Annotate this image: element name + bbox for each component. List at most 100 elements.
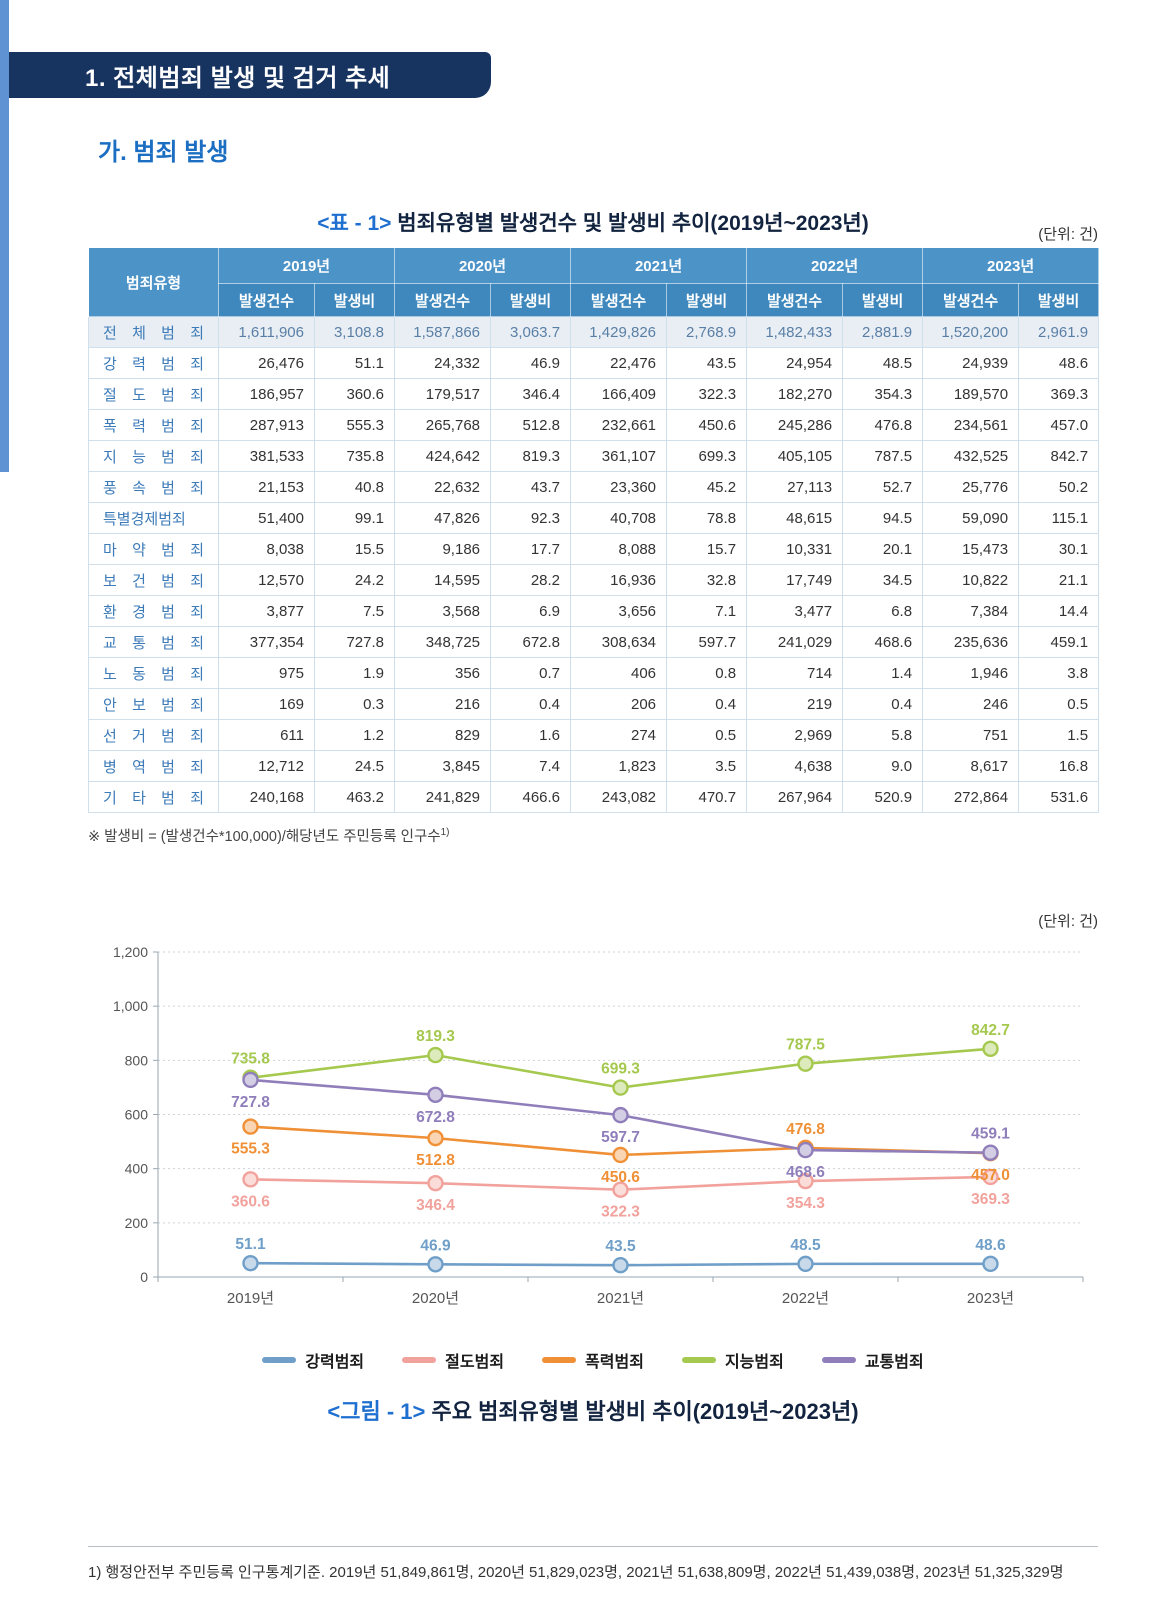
- table-cell: 1,587,866: [394, 316, 492, 348]
- table-cell: 16.8: [1018, 750, 1100, 782]
- table-cell: 6.9: [490, 595, 572, 627]
- table-cell: 24.5: [313, 750, 396, 782]
- svg-text:735.8: 735.8: [231, 1051, 270, 1068]
- table-cell: 17,749: [746, 564, 844, 596]
- table-cell: 48.5: [842, 347, 924, 379]
- table-row: 절 도 범 죄 186,957 360.6 179,517 346.4 166,409 32…: [88, 378, 1100, 410]
- sub-header: 발생건수: [922, 283, 1020, 317]
- svg-text:2021년: 2021년: [597, 1290, 644, 1307]
- crime-table-head: 범죄유형 2019년 2020년 2021년 2022년 2023년 발생건수 발생비 발생건수…: [88, 247, 1100, 317]
- table-cell: 1.5: [1018, 719, 1100, 751]
- table-cell: 1,823: [570, 750, 668, 782]
- sub-header: 발생건수: [570, 283, 668, 317]
- table-cell: 369.3: [1018, 378, 1100, 410]
- crime-type-cell: 보 건 범 죄: [88, 564, 219, 596]
- table-caption-text: 범죄유형별 발생건수 및 발생비 추이(2019년~2023년): [391, 212, 869, 235]
- table-cell: 348,725: [394, 626, 492, 658]
- table-row: 보 건 범 죄 12,570 24.2 14,595 28.2 16,936 32.8 17,…: [88, 564, 1100, 596]
- table-cell: 597.7: [666, 626, 748, 658]
- table-row: 병 역 범 죄 12,712 24.5 3,845 7.4 1,823 3.5 4,638 9.…: [88, 750, 1100, 782]
- table-row: 강 력 범 죄 26,476 51.1 24,332 46.9 22,476 43.5 24,…: [88, 347, 1100, 379]
- table-cell: 1,429,826: [570, 316, 668, 348]
- legend-swatch: [262, 1357, 297, 1363]
- table-cell: 457.0: [1018, 409, 1100, 441]
- table-cell: 432,525: [922, 440, 1020, 472]
- svg-text:1,000: 1,000: [113, 998, 148, 1014]
- svg-text:842.7: 842.7: [971, 1022, 1010, 1039]
- table-cell: 322.3: [666, 378, 748, 410]
- table-cell: 714: [746, 657, 844, 689]
- table-cell: 3,845: [394, 750, 492, 782]
- crime-type-cell: 절 도 범 죄: [88, 378, 219, 410]
- table-cell: 531.6: [1018, 781, 1100, 813]
- table-cell: 476.8: [842, 409, 924, 441]
- sub-header: 발생비: [313, 283, 396, 317]
- table-cell: 243,082: [570, 781, 668, 813]
- sub-header: 발생비: [490, 283, 572, 317]
- table-cell: 9.0: [842, 750, 924, 782]
- table-cell: 0.4: [842, 688, 924, 720]
- sub-header: 발생건수: [746, 283, 844, 317]
- legend-swatch: [681, 1357, 716, 1363]
- table-cell: 219: [746, 688, 844, 720]
- figure-caption: <그림 - 1> 주요 범죄유형별 발생비 추이(2019년~2023년): [88, 1394, 1098, 1426]
- table-cell: 189,570: [922, 378, 1020, 410]
- table-cell: 1,611,906: [218, 316, 315, 348]
- table-cell: 381,533: [218, 440, 315, 472]
- figure-caption-text: 주요 범죄유형별 발생비 추이(2019년~2023년): [425, 1399, 859, 1424]
- table-cell: 24,939: [922, 347, 1020, 379]
- table-cell: 1.2: [313, 719, 396, 751]
- table-cell: 0.4: [666, 688, 748, 720]
- svg-text:346.4: 346.4: [416, 1197, 455, 1214]
- table-cell: 8,088: [570, 533, 668, 565]
- table-cell: 424,642: [394, 440, 492, 472]
- table-cell: 232,661: [570, 409, 668, 441]
- table-cell: 78.8: [666, 502, 748, 534]
- table-cell: 5.8: [842, 719, 924, 751]
- legend-item: 절도범죄: [402, 1348, 504, 1372]
- table-row: 노 동 범 죄 975 1.9 356 0.7 406 0.8 714 1.4 1,946 3.8: [88, 657, 1100, 689]
- table-cell: 241,029: [746, 626, 844, 658]
- table-cell: 377,354: [218, 626, 315, 658]
- legend-swatch: [821, 1357, 856, 1363]
- sub-header: 발생건수: [218, 283, 315, 317]
- table-cell: 99.1: [313, 502, 396, 534]
- table-cell: 52.7: [842, 471, 924, 503]
- svg-text:2020년: 2020년: [412, 1290, 459, 1307]
- year-header: 2020년: [394, 247, 572, 284]
- year-header: 2021년: [570, 247, 748, 284]
- table-row: 지 능 범 죄 381,533 735.8 424,642 819.3 361,107 69…: [88, 440, 1100, 472]
- table-cell: 975: [218, 657, 315, 689]
- table-cell: 206: [570, 688, 668, 720]
- table-cell: 51.1: [313, 347, 396, 379]
- table-cell: 6.8: [842, 595, 924, 627]
- svg-text:597.7: 597.7: [601, 1129, 640, 1146]
- svg-text:450.6: 450.6: [601, 1169, 640, 1186]
- left-accent-strip: [0, 0, 9, 472]
- year-header: 2019년: [217, 247, 396, 284]
- table-footnote-text: ※ 발생비 = (발생건수*100,000)/해당년도 주민등록 인구수: [88, 829, 441, 845]
- table-cell: 235,636: [922, 626, 1020, 658]
- table-cell: 43.5: [666, 347, 748, 379]
- table-cell: 166,409: [570, 378, 668, 410]
- year-header: 2022년: [746, 247, 924, 284]
- crime-table-body: 전 체 범 죄 1,611,906 3,108.8 1,587,866 3,063.7 1…: [88, 316, 1100, 813]
- crime-type-cell: 환 경 범 죄: [88, 595, 219, 627]
- page-footer: 1) 행정안전부 주민등록 인구통계기준. 2019년 51,849,861명,…: [88, 1546, 1098, 1582]
- crime-type-cell: 노 동 범 죄: [88, 657, 219, 689]
- table-cell: 267,964: [746, 781, 844, 813]
- svg-text:46.9: 46.9: [420, 1237, 451, 1254]
- table-cell: 8,038: [218, 533, 315, 565]
- table-cell: 3,568: [394, 595, 492, 627]
- table-cell: 0.8: [666, 657, 748, 689]
- chart-wrap: 0 200 400 600 800 1,000 1,200 2019년 2020년 2021년 20…: [88, 937, 1098, 1322]
- table-row: 풍 속 범 죄 21,153 40.8 22,632 43.7 23,360 45.2 27,…: [88, 471, 1100, 503]
- table-cell: 43.7: [490, 471, 572, 503]
- legend-label: 강력범죄: [305, 1354, 365, 1371]
- table-cell: 3,108.8: [313, 316, 396, 348]
- svg-text:2023년: 2023년: [967, 1290, 1014, 1307]
- crime-type-cell: 풍 속 범 죄: [88, 471, 219, 503]
- table-cell: 265,768: [394, 409, 492, 441]
- table-cell: 115.1: [1018, 502, 1100, 534]
- table-cell: 245,286: [746, 409, 844, 441]
